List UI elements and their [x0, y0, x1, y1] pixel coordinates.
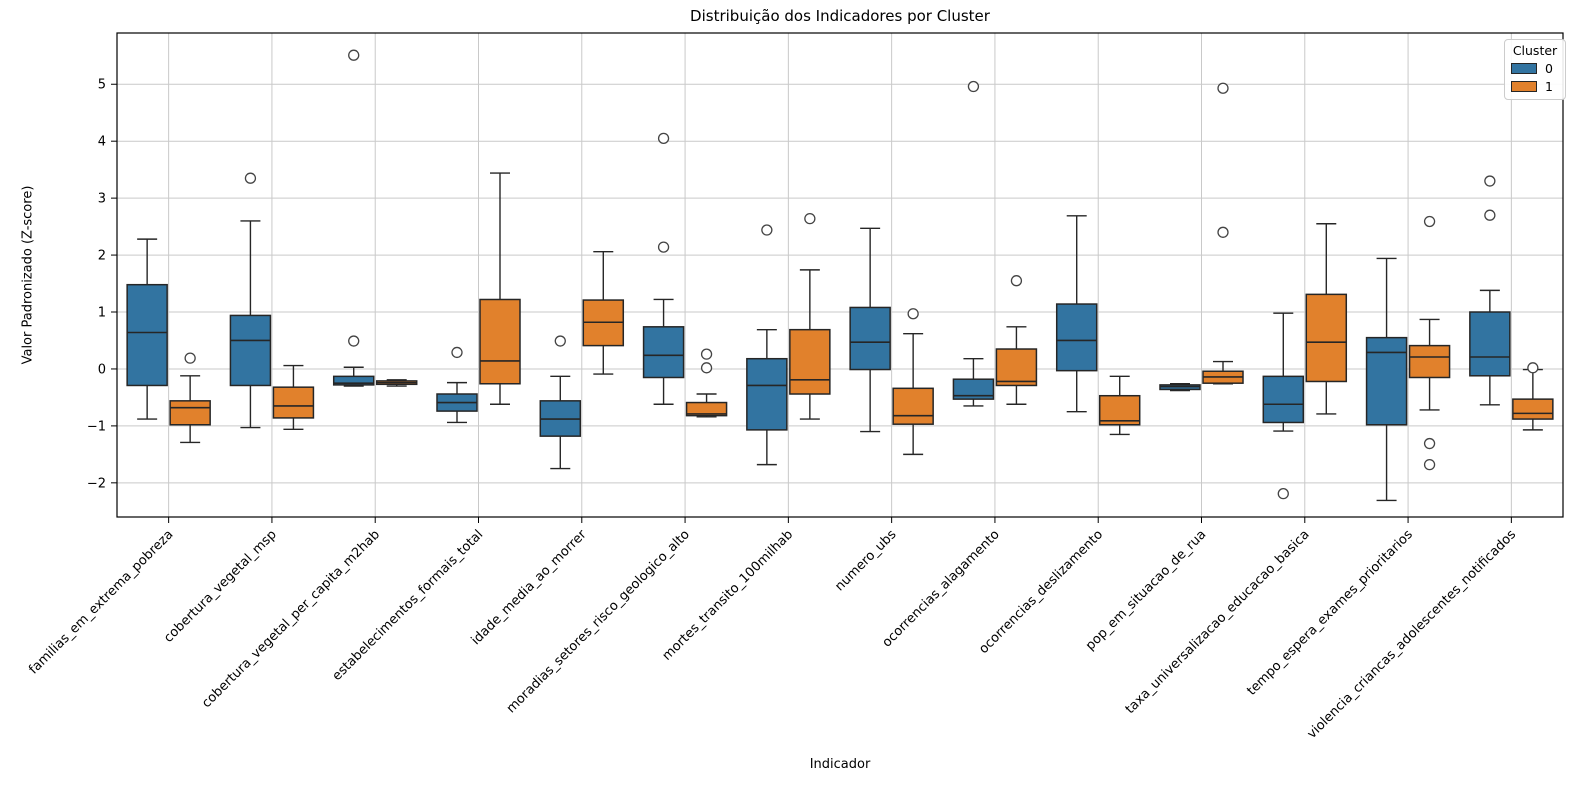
plot-border [116, 32, 1564, 518]
y-tick-label: 2 [98, 249, 106, 264]
outlier-point [967, 80, 980, 93]
outlier-point [1484, 209, 1496, 221]
outlier-point [1010, 275, 1023, 287]
y-tick-label: −1 [87, 419, 106, 434]
y-tick-label: 0 [98, 362, 106, 377]
box-cluster-0 [126, 283, 168, 387]
legend-entry-label: 0 [1545, 61, 1553, 76]
outlier-point [348, 49, 360, 61]
box-cluster-1 [1305, 293, 1348, 383]
outlier-point [348, 335, 360, 347]
x-tick-label: ocorrencias_deslizamento [976, 527, 1106, 657]
y-tick-label: 1 [98, 306, 106, 321]
x-tick-label: cobertura_vegetal_per_capita_m2hab [199, 527, 383, 711]
box-cluster-1 [272, 386, 315, 419]
cluster-1-swatch [1511, 81, 1537, 92]
outlier-point [451, 346, 463, 359]
outlier-point [554, 335, 566, 347]
outlier-point [804, 212, 816, 225]
legend-entry-cluster-1: 1 [1511, 79, 1559, 94]
box-cluster-0 [1262, 375, 1305, 424]
outlier-point [1527, 362, 1539, 374]
box-cluster-1 [1408, 344, 1451, 379]
outlier-point [761, 224, 773, 236]
chart-title: Distribuição dos Indicadores por Cluster [690, 7, 990, 25]
box-cluster-0 [229, 314, 272, 387]
box-cluster-1 [169, 400, 211, 426]
x-tick-label: pop_em_situacao_de_rua [1083, 527, 1209, 653]
outlier-point [657, 132, 670, 144]
outlier-point [1217, 226, 1229, 238]
x-tick-label: moradias_setores_risco_geologico_alto [504, 527, 693, 716]
box-cluster-0 [332, 375, 375, 386]
box-cluster-0 [1469, 311, 1511, 377]
y-tick-label: 3 [98, 192, 106, 207]
box-cluster-1 [1512, 398, 1554, 420]
legend-title: Cluster [1512, 43, 1558, 58]
x-tick-label: idade_media_ao_morrer [469, 527, 590, 648]
box-cluster-0 [642, 326, 685, 379]
outlier-point [244, 172, 257, 184]
box-cluster-1 [789, 328, 831, 395]
outlier-point [657, 241, 670, 253]
cluster-0-swatch [1511, 63, 1537, 74]
legend-entry-label: 1 [1545, 79, 1553, 94]
y-axis-label: Valor Padronizado (Z-score) [20, 185, 36, 365]
x-tick-label: ocorrencias_alagamento [880, 527, 1003, 650]
outlier-point [1423, 458, 1436, 471]
outlier-point [1277, 488, 1289, 500]
x-tick-label: violencia_criancas_adolescentes_notifica… [1305, 527, 1520, 742]
outlier-point [700, 362, 713, 374]
x-tick-label: familias_em_extrema_pobreza [26, 527, 176, 677]
x-tick-label: taxa_universalizacao_educacao_basica [1123, 527, 1313, 717]
box-cluster-1 [479, 298, 521, 385]
legend: Cluster 0 1 [1504, 39, 1566, 100]
box-cluster-1 [892, 387, 934, 425]
box-cluster-1 [995, 348, 1038, 387]
x-tick-label: cobertura_vegetal_msp [161, 527, 280, 646]
legend-entry-cluster-0: 0 [1511, 61, 1559, 76]
box-cluster-0 [952, 378, 995, 400]
x-tick-label: tempo_espera_exames_prioritarios [1244, 527, 1416, 699]
box-cluster-1 [1098, 394, 1141, 426]
box-cluster-0 [1365, 336, 1408, 426]
box-cluster-0 [849, 306, 891, 371]
outlier-point [184, 352, 196, 364]
outlier-point [700, 348, 713, 360]
x-axis-label: Indicador [809, 757, 871, 772]
outlier-point [907, 308, 919, 320]
outlier-point [1423, 437, 1436, 450]
outlier-point [1423, 215, 1436, 228]
box-cluster-1 [685, 401, 728, 417]
box-cluster-0 [746, 357, 788, 431]
outlier-point [1484, 175, 1496, 187]
y-tick-label: 4 [98, 135, 106, 150]
outlier-point [1217, 82, 1229, 94]
box-cluster-0 [1055, 303, 1098, 372]
x-tick-label: numero_ubs [832, 527, 899, 594]
y-tick-label: −2 [87, 476, 106, 491]
y-tick-label: 5 [98, 78, 106, 93]
